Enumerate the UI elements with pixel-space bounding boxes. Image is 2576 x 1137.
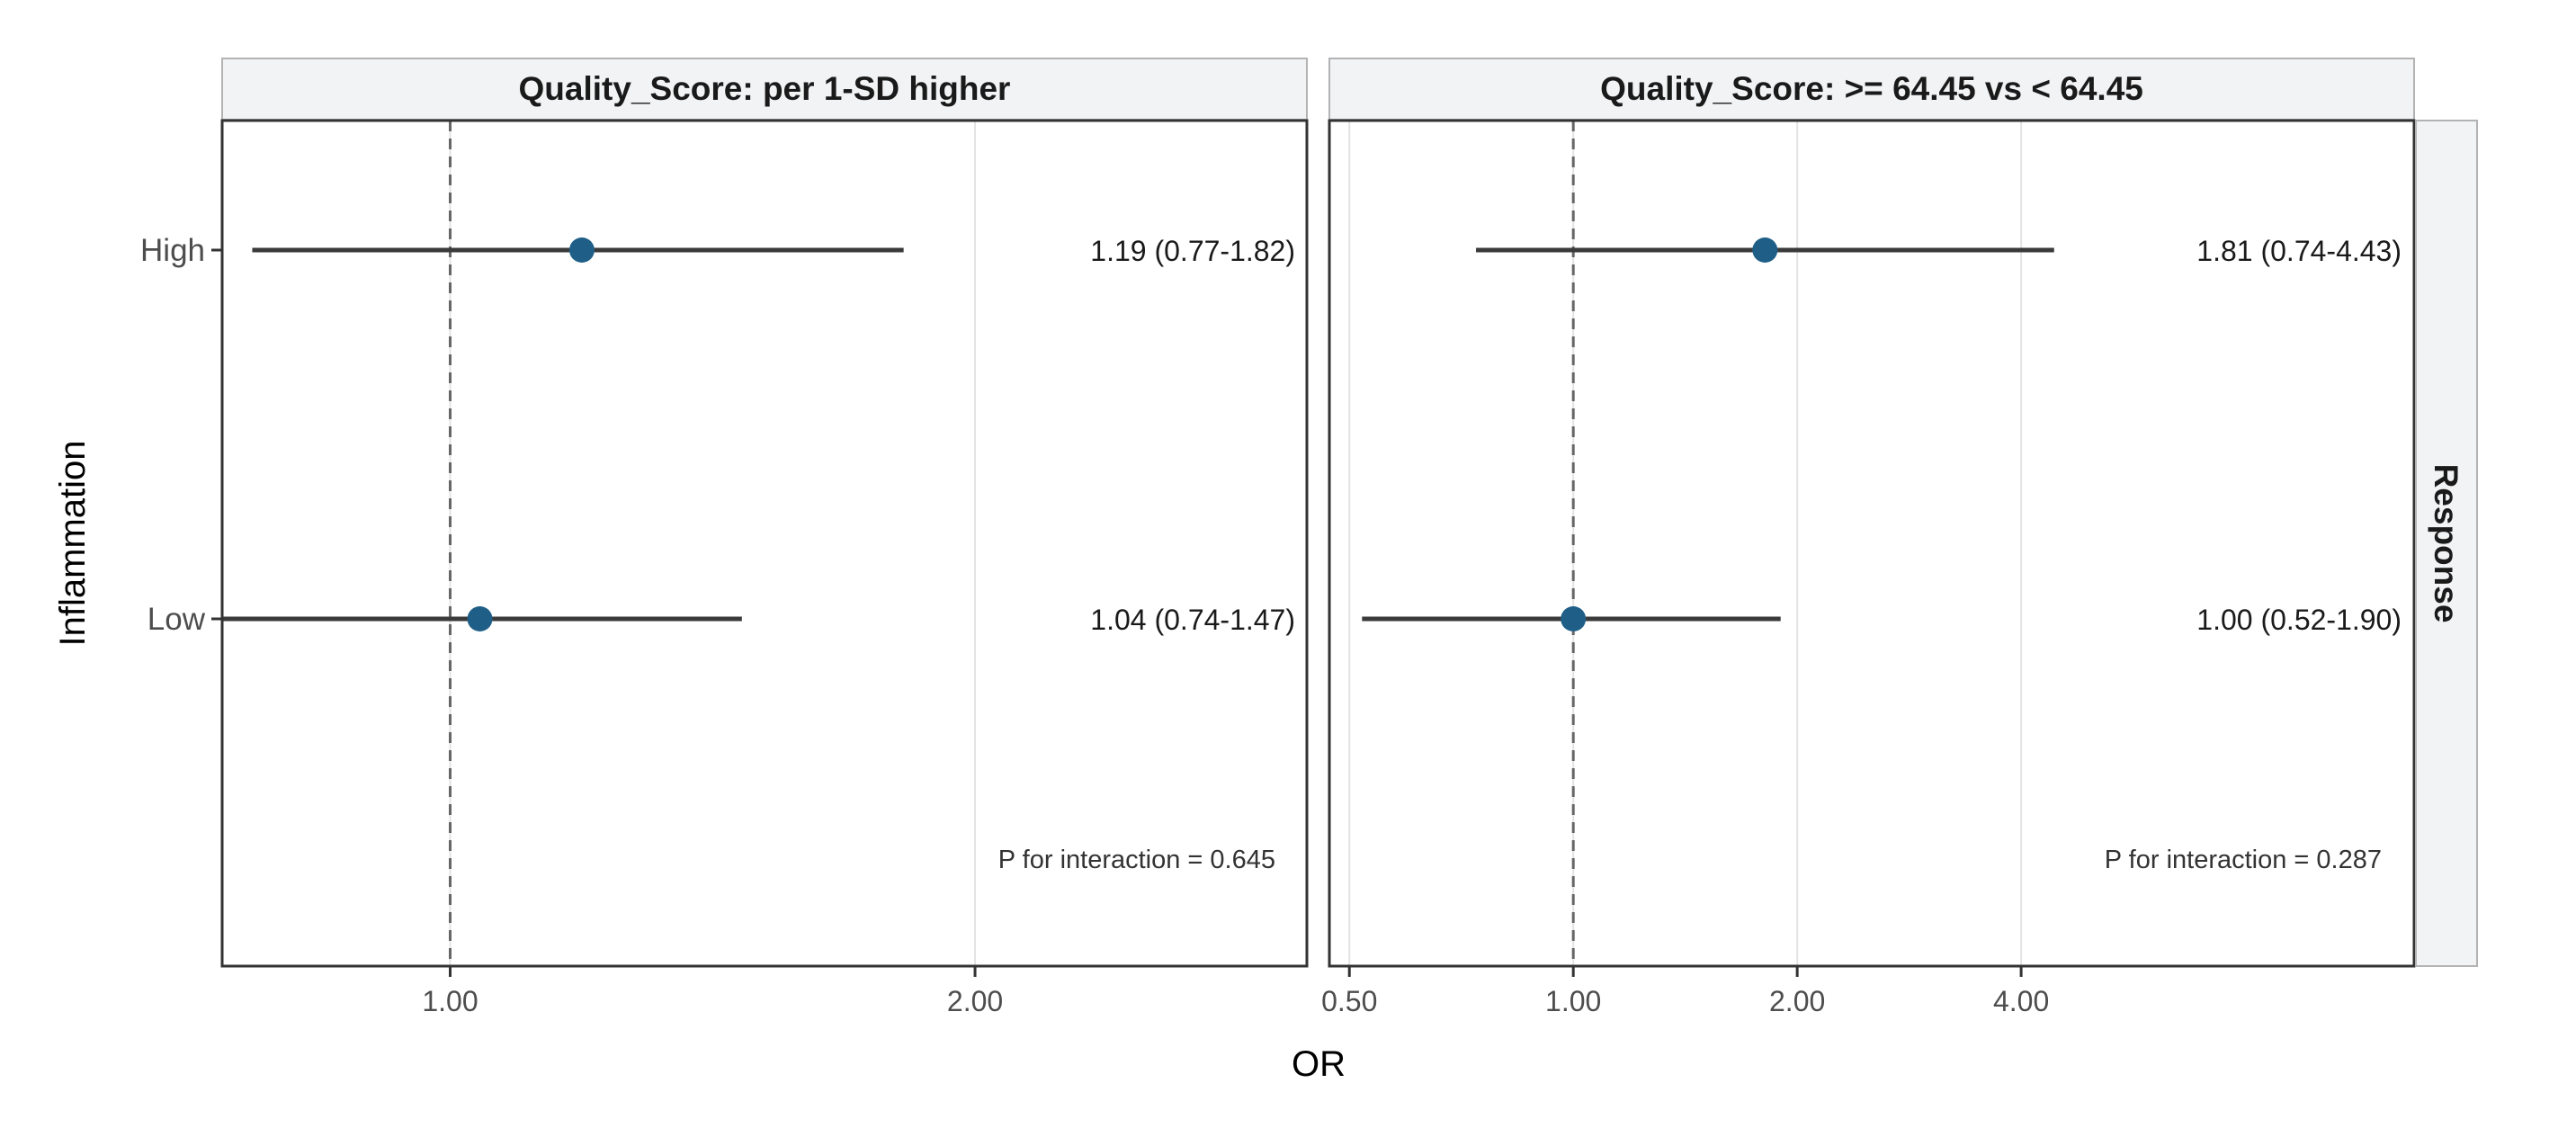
panel-2-x-tick-label: 4.00 <box>1993 985 2049 1017</box>
panel-2-strip <box>1328 58 2415 121</box>
panel-1-x-axis: 1.00 2.00 <box>422 966 1003 1017</box>
panel-1-p-interaction: P for interaction = 0.645 <box>998 846 1275 874</box>
panel-2-x-tick-label: 2.00 <box>1769 985 1825 1017</box>
panel-2: Quality_Score: >= 64.45 vs < 64.45 1.81 … <box>1321 58 2416 1017</box>
panel-2-border <box>1328 119 2416 968</box>
y-axis-title: Inflammation <box>53 441 93 647</box>
panel-2-x-tick-label: 0.50 <box>1321 985 1377 1017</box>
panel-1-border <box>220 119 1309 968</box>
y-tick-label-high: High <box>140 233 205 268</box>
panel-2-title: Quality_Score: >= 64.45 vs < 64.45 <box>1600 70 2143 107</box>
panel-2-marks <box>1362 237 2054 631</box>
panel-1-high-or-label: 1.19 (0.77-1.82) <box>1090 235 1295 267</box>
y-tick-label-low: Low <box>148 602 206 637</box>
panel-2-high-or-label: 1.81 (0.74-4.43) <box>2196 235 2402 267</box>
panel-1-x-tick-label: 1.00 <box>422 985 478 1017</box>
x-axis-title: OR <box>1292 1044 1346 1084</box>
panel-2-background <box>1329 121 2414 966</box>
panel-1-x-tick-label: 2.00 <box>947 985 1003 1017</box>
panel-2-low-or-label: 1.00 (0.52-1.90) <box>2196 604 2402 636</box>
panel-1-low-or-label: 1.04 (0.74-1.47) <box>1090 604 1295 636</box>
panel-1-strip <box>221 58 1308 121</box>
panel-2-x-tick-label: 1.00 <box>1545 985 1601 1017</box>
y-axis: High Low <box>140 233 222 637</box>
panel-2-point-high <box>1752 237 1778 263</box>
panel-2-x-axis: 0.50 1.00 2.00 4.00 <box>1321 966 2049 1017</box>
panel-1-marks <box>222 237 904 631</box>
row-strip-label: Response <box>2428 464 2464 623</box>
panel-1-point-low <box>467 606 493 631</box>
panel-1: Quality_Score: per 1-SD higher 1.19 (0.7… <box>220 58 1309 1017</box>
panel-2-point-low <box>1561 606 1587 631</box>
row-strip <box>2415 120 2478 967</box>
panel-1-background <box>222 121 1307 966</box>
panel-2-p-interaction: P for interaction = 0.287 <box>2105 846 2382 874</box>
panel-1-point-high <box>568 237 595 263</box>
panel-1-title: Quality_Score: per 1-SD higher <box>519 70 1011 107</box>
